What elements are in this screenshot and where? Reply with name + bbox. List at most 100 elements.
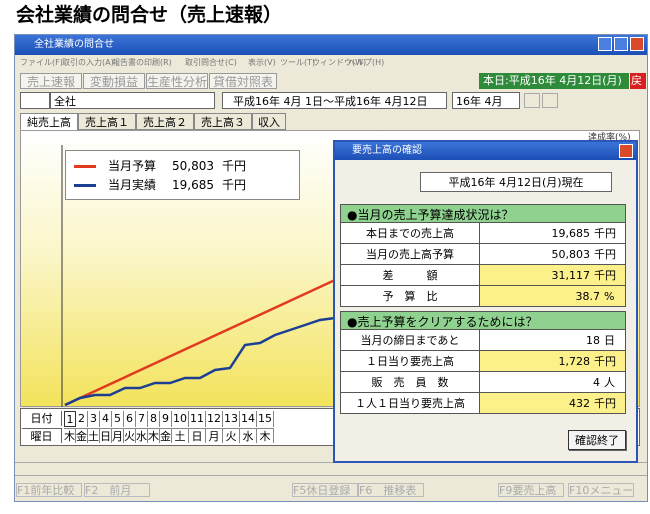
row-value: 31,117 [551, 269, 591, 282]
row-value-cell [480, 223, 626, 244]
row-label: 差 額 [340, 265, 480, 286]
legend [65, 150, 300, 200]
window-title: 全社業績の問合せ [34, 39, 114, 50]
weekday: 水 [136, 428, 148, 443]
row-value-cell [480, 351, 626, 372]
menu-item[interactable]: ファイル(F) [20, 58, 63, 67]
heading: 会社業績の問合せ（売上速報） [16, 4, 283, 26]
toolbar-button[interactable]: 貸借対照表 [209, 73, 277, 89]
minimize[interactable] [598, 37, 612, 51]
weekday: 月 [206, 428, 223, 443]
maximize[interactable] [614, 37, 628, 51]
dialog-close[interactable] [619, 144, 633, 158]
row-label: １日当り要売上高 [340, 351, 480, 372]
dialog-title-bar [335, 142, 636, 160]
legend-value: 19,685 [172, 178, 214, 192]
row-value: 1,728 [558, 355, 591, 368]
menu-item[interactable]: ツール(T) [280, 58, 316, 67]
weekday: 日 [100, 428, 112, 443]
row-value-cell [480, 330, 626, 351]
row-value: 432 [569, 397, 590, 410]
tab[interactable]: 収入 [252, 113, 286, 130]
status-bar [15, 462, 647, 476]
menu-item[interactable]: ウィンドウ(W) [312, 58, 367, 67]
code-box[interactable] [20, 92, 50, 109]
row-value: 50,803 [551, 248, 591, 261]
legend-swatch [74, 165, 96, 168]
toolbar-button[interactable]: 変動損益 [83, 73, 145, 89]
rate-label: 達成率(%) [588, 133, 631, 143]
menu-item[interactable]: 取引問合せ(C) [185, 58, 237, 67]
confirm-button[interactable]: 確認終了 [568, 430, 626, 450]
row-value: 4 [593, 376, 600, 389]
day: 12 [207, 411, 223, 427]
function-key[interactable]: F10メニュー [568, 483, 634, 497]
weekday: 木 [64, 428, 76, 443]
tab[interactable]: 売上高２ [136, 113, 194, 130]
month-select[interactable]: 16年 4月 [452, 92, 520, 109]
weekday: 土 [88, 428, 100, 443]
row-unit: 千円 [594, 269, 616, 282]
function-key[interactable]: F9要売上高 [498, 483, 564, 497]
row-label: 本日までの売上高 [340, 223, 480, 244]
menu-item[interactable]: ヘルプ(H) [348, 58, 385, 67]
day: 11 [190, 411, 206, 427]
tab[interactable]: 純売上高 [20, 113, 78, 130]
next[interactable] [542, 93, 558, 108]
scope[interactable]: 全社 [50, 92, 215, 109]
legend-swatch [74, 184, 96, 187]
toolbar-button[interactable]: 生産性分析 [146, 73, 208, 89]
row-unit: 千円 [594, 227, 616, 240]
row-unit: 千円 [594, 248, 616, 261]
menu-item[interactable]: 表示(V) [248, 58, 276, 67]
row-unit: 千円 [594, 397, 616, 410]
budget-line [64, 278, 336, 407]
day: 8 [148, 411, 160, 427]
row-label: 当月の売上高予算 [340, 244, 480, 265]
toolbar-button[interactable]: 売上速報 [20, 73, 82, 89]
row-unit: % [604, 290, 615, 303]
row-value: 19,685 [551, 227, 591, 240]
tab[interactable]: 売上高３ [194, 113, 252, 130]
row-label: １人１日当り要売上高 [340, 393, 480, 414]
weekday: 木 [257, 428, 274, 443]
dialog-title: 要売上高の確認 [352, 145, 422, 156]
row-unit: 人 [604, 376, 615, 389]
day: 2 [76, 411, 88, 427]
day: 14 [241, 411, 257, 427]
row-value-cell [480, 372, 626, 393]
day: 9 [160, 411, 172, 427]
day: 4 [100, 411, 112, 427]
prev[interactable] [524, 93, 540, 108]
tab[interactable]: 売上高１ [78, 113, 136, 130]
legend-label: 当月実績 [108, 178, 157, 192]
weekday: 火 [124, 428, 136, 443]
menu-item[interactable]: 報告書の印刷(R) [112, 58, 172, 67]
row-value: 18 [586, 334, 600, 347]
function-key[interactable]: F6 推移表 [358, 483, 424, 497]
weekday: 水 [240, 428, 257, 443]
menu-item[interactable]: 取引の入力(A) [62, 58, 114, 67]
period: 平成16年 4月 1日～平成16年 4月12日 [222, 92, 447, 109]
close[interactable] [630, 37, 644, 51]
day: 6 [124, 411, 136, 427]
weekday: 木 [148, 428, 160, 443]
chart-lines [61, 145, 336, 407]
row-value-cell [480, 393, 626, 414]
weekday: 金 [160, 428, 172, 443]
row-value-cell [480, 286, 626, 307]
legend-unit: 千円 [222, 159, 247, 173]
function-key[interactable]: F1前年比較 [16, 483, 82, 497]
section-heading: ●当月の売上予算達成状況は？ [340, 204, 626, 223]
legend-unit: 千円 [222, 178, 247, 192]
function-key[interactable]: F5休日登録 [292, 483, 358, 497]
weekday-label: 曜日 [22, 428, 62, 443]
weekday: 月 [112, 428, 124, 443]
date-label: 日付 [22, 411, 62, 426]
function-key[interactable]: F2 前月 [84, 483, 150, 497]
row-label: 予 算 比 [340, 286, 480, 307]
weekday: 火 [223, 428, 240, 443]
row-unit: 千円 [594, 355, 616, 368]
back-button[interactable]: 戻 [630, 73, 646, 89]
